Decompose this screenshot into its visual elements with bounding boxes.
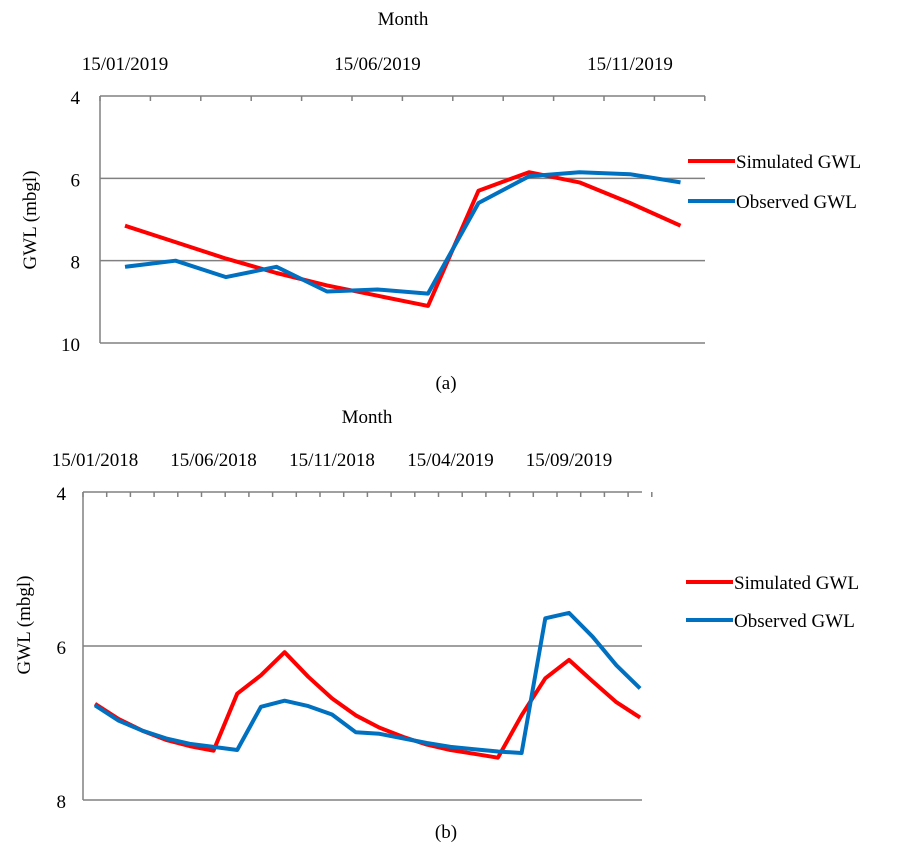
x-axis-title-b: Month <box>342 407 393 428</box>
y-tick-label-a: 8 <box>71 253 81 274</box>
gridlines-a <box>100 177 705 344</box>
y-tick-label-b: 6 <box>57 638 67 659</box>
legend-label-simulated-b: Simulated GWL <box>734 573 859 594</box>
panel-caption-b: (b) <box>435 822 457 843</box>
simulated-gwl-line-b <box>93 650 642 760</box>
x-tick-label-a: 15/01/2019 <box>82 54 169 75</box>
panel-caption-a: (a) <box>435 373 456 394</box>
observed-gwl-line-b <box>93 610 642 755</box>
y-tick-label-a: 6 <box>71 170 81 191</box>
legend-label-observed-a: Observed GWL <box>736 192 857 213</box>
x-tick-label-a: 15/06/2019 <box>334 54 421 75</box>
y-tick-labels-a: 4 6 8 10 <box>61 88 81 356</box>
x-tick-label-b: 15/11/2018 <box>289 450 375 471</box>
x-tick-label-b: 15/06/2018 <box>170 450 257 471</box>
legend-label-observed-b: Observed GWL <box>734 611 855 632</box>
legend-b: Simulated GWL Observed GWL <box>686 573 859 632</box>
x-tick-label-a: 15/11/2019 <box>587 54 673 75</box>
x-axis-title-a: Month <box>378 9 429 30</box>
axes-a <box>99 95 706 343</box>
legend-label-simulated-a: Simulated GWL <box>736 152 861 173</box>
y-tick-label-b: 8 <box>57 792 67 813</box>
y-tick-label-b: 4 <box>57 484 67 505</box>
simulated-gwl-line-a <box>124 170 682 308</box>
legend-a: Simulated GWL Observed GWL <box>688 152 861 213</box>
series-lines-b <box>93 610 642 760</box>
axes-b <box>82 491 653 800</box>
y-axis-title-a: GWL (mbgl) <box>20 170 41 269</box>
observed-gwl-line-a <box>124 170 681 296</box>
series-lines-a <box>124 170 682 308</box>
y-tick-labels-b: 4 6 8 <box>57 484 67 813</box>
chart-panel-a: Month GWL (mbgl) 4 6 8 10 15/01/2019 15/06/2… <box>20 9 861 394</box>
y-tick-label-a: 4 <box>71 88 81 109</box>
y-axis-title-b: GWL (mbgl) <box>14 575 35 674</box>
y-tick-label-a: 10 <box>61 335 80 356</box>
x-tick-labels-a: 15/01/2019 15/06/2019 15/11/2019 <box>82 54 673 75</box>
gridlines-b <box>83 645 642 801</box>
x-tick-label-b: 15/09/2019 <box>526 450 613 471</box>
x-tick-labels-b: 15/01/2018 15/06/2018 15/11/2018 15/04/2019… <box>52 450 613 471</box>
x-tick-label-b: 15/01/2018 <box>52 450 139 471</box>
x-tick-label-b: 15/04/2019 <box>407 450 494 471</box>
chart-panel-b: Month GWL (mbgl) 4 6 8 15/01/2018 15/06/201… <box>14 407 859 843</box>
